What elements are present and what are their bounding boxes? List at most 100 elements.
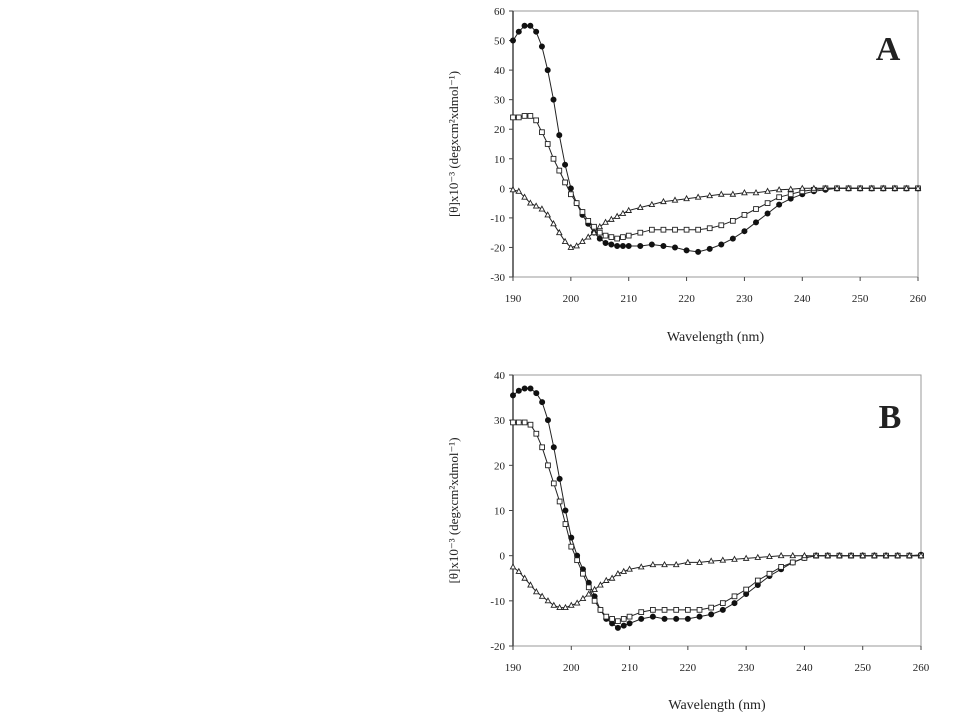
data-point [706,191,714,199]
data-point [590,228,598,236]
data-point [515,387,522,394]
series-line [512,25,918,253]
data-point [544,417,551,424]
data-point [555,228,563,236]
data-point [661,560,668,568]
data-point [729,235,736,242]
data-point [608,215,615,222]
data-point [515,567,523,574]
panel-label: A [876,31,901,68]
x-tick-label: 220 [678,293,695,305]
data-point [556,132,563,139]
data-point [775,186,783,193]
data-point [684,558,692,565]
data-point [660,242,667,249]
series-open-square [510,419,924,625]
data-point [550,601,558,608]
chart-panel-a: -30 -20 -10 0 10 20 30 40 50 60 190 200 210 220 230 240… [446,6,927,345]
data-point [544,141,551,147]
data-point [614,624,621,631]
data-point [752,189,760,196]
x-tick-label: 190 [505,293,522,305]
y-tick-label: -30 [490,272,505,284]
data-point [550,444,557,451]
data-point [661,607,668,613]
y-axis-label: [θ]x10⁻³ (degxcm²xdmol⁻¹) [446,71,461,217]
data-point [510,419,516,426]
data-point [533,28,540,35]
data-point [538,43,545,50]
x-tick-label: 260 [910,293,927,305]
data-point [538,592,546,599]
data-point [845,184,852,191]
data-point [859,551,867,559]
data-point [584,233,592,240]
data-point [696,613,703,620]
data-point [597,581,604,588]
data-point [602,240,609,247]
data-point [533,390,540,397]
data-point [649,226,655,233]
data-point [754,577,761,584]
x-tick-label: 240 [796,662,813,674]
data-point [568,191,574,198]
data-point [620,622,627,629]
data-point [591,585,598,592]
data-point [562,603,569,611]
data-point [550,220,557,227]
data-point [562,161,569,168]
data-point [879,184,887,191]
data-point [608,574,616,581]
data-point [562,179,568,186]
data-point [672,226,678,233]
series-line [513,115,918,240]
data-point [579,237,586,244]
data-point [573,200,580,206]
y-tick-label: -10 [490,596,505,608]
data-point [743,586,749,593]
data-point [708,604,715,611]
series-line [512,555,921,609]
data-point [515,419,522,426]
series-line [512,388,922,629]
x-tick-label: 250 [852,293,869,305]
data-point [533,117,539,124]
data-point [719,556,727,563]
data-point [597,607,604,613]
data-point [741,212,748,218]
data-point [562,507,569,514]
data-point [515,187,523,194]
data-point [561,237,569,244]
data-point [730,217,736,224]
y-tick-label: 50 [494,36,506,48]
data-point [608,234,615,240]
series-filled-circle [509,385,925,631]
data-point [717,190,725,197]
series-line [513,421,921,622]
data-point [625,232,632,239]
data-point [778,564,784,570]
series-open-square [510,113,921,242]
data-point [731,600,738,607]
data-point [591,223,597,230]
x-tick-label: 250 [854,662,871,674]
data-point [602,576,610,583]
data-point [585,584,592,591]
data-point [638,615,645,622]
data-point [914,184,922,191]
data-point [625,242,632,249]
data-point [847,551,855,559]
data-point [567,601,575,608]
data-point [585,590,593,597]
data-point [871,551,878,559]
data-point [550,96,557,103]
data-point [538,205,546,212]
data-point [626,613,633,620]
data-point [603,613,610,620]
series-line [512,187,918,248]
data-point [718,241,725,248]
data-point [556,167,563,174]
x-tick-label: 260 [913,662,930,674]
data-point [626,620,633,627]
data-point [521,385,528,392]
